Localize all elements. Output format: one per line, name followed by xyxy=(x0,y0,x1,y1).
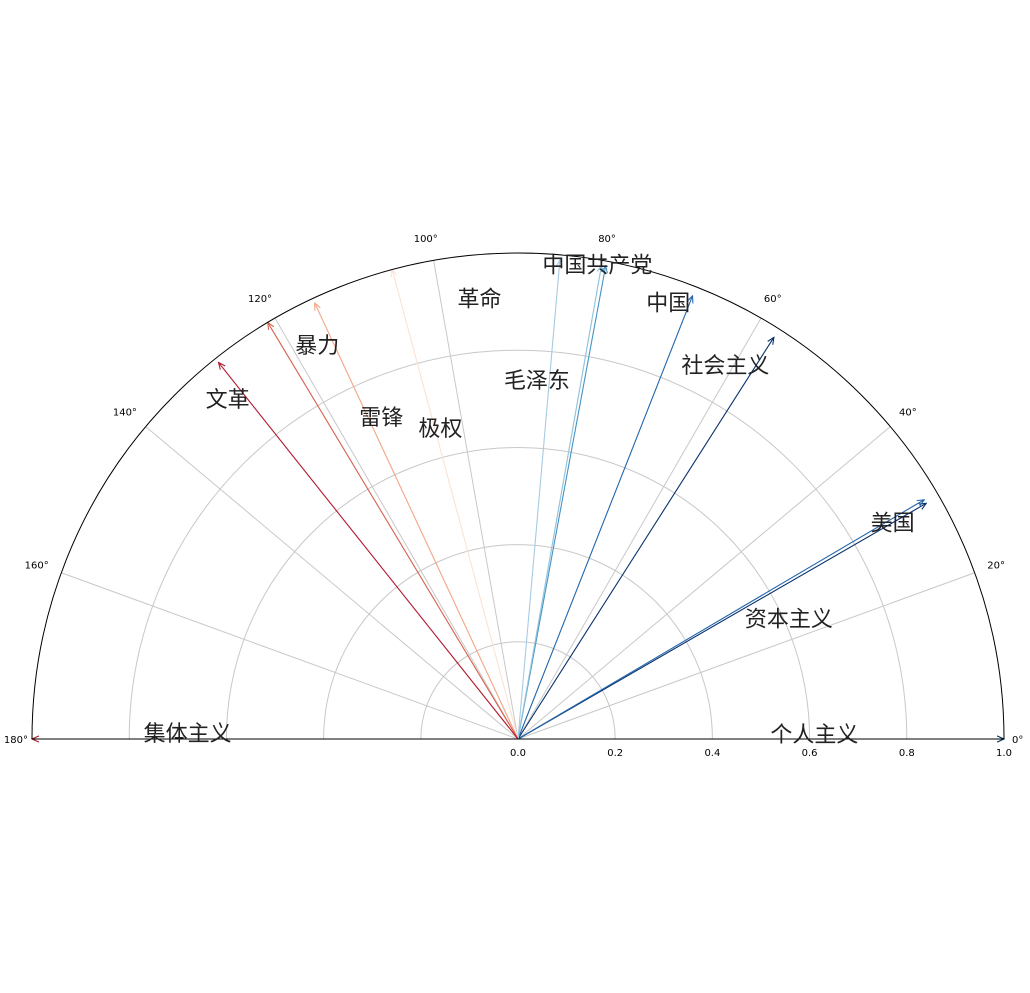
vector-arrow xyxy=(517,503,926,740)
angle-tick-label: 60° xyxy=(764,294,782,305)
angle-tick-label: 120° xyxy=(248,294,272,305)
angular-gridline xyxy=(274,317,519,740)
word-label: 极权 xyxy=(418,417,462,442)
vector-arrow xyxy=(517,265,602,740)
angle-tick-label: 140° xyxy=(113,408,137,419)
radius-tick-label: 0.4 xyxy=(704,748,720,759)
word-label: 中国共产党 xyxy=(542,253,652,278)
word-label: 资本主义 xyxy=(745,607,833,632)
angle-tick-label: 180° xyxy=(4,735,28,746)
radial-gridline xyxy=(128,349,908,740)
radial-gridline xyxy=(225,446,811,740)
radial-gridlines xyxy=(128,349,908,740)
vector-arrow xyxy=(517,260,560,740)
angular-gridline xyxy=(61,572,519,740)
vector-arrow xyxy=(517,296,693,740)
angle-tick-label: 0° xyxy=(1012,735,1023,746)
word-label: 集体主义 xyxy=(144,722,232,747)
angle-tick-label: 160° xyxy=(25,560,49,571)
angle-tick-labels: 0° 20° 40° 60° 80° 100° 120° 140° 160° 180° xyxy=(4,234,1023,746)
vector-arrow xyxy=(268,322,519,740)
word-label: 中国 xyxy=(646,291,690,316)
radius-tick-label: 0.0 xyxy=(510,748,526,759)
outer-arc xyxy=(31,252,1005,740)
radius-tick-labels: 0.0 0.2 0.4 0.6 0.8 1.0 xyxy=(510,748,1012,759)
word-label: 革命 xyxy=(457,287,501,312)
angular-gridline xyxy=(433,260,519,740)
angle-tick-label: 100° xyxy=(414,234,438,245)
word-label: 暴力 xyxy=(295,334,339,359)
angle-tick-label: 40° xyxy=(899,408,917,419)
vector-arrow xyxy=(218,362,519,740)
radial-gridline xyxy=(420,641,616,740)
vector-series xyxy=(32,260,1004,739)
radius-tick-label: 0.6 xyxy=(802,748,818,759)
vector-arrow xyxy=(517,500,924,740)
vector-arrow xyxy=(392,270,519,740)
word-label: 社会主义 xyxy=(681,354,769,379)
angular-gridline xyxy=(517,572,975,740)
angle-tick-label: 20° xyxy=(987,560,1005,571)
angular-gridline xyxy=(145,426,519,740)
word-label: 毛泽东 xyxy=(504,369,570,394)
angular-gridline xyxy=(517,317,762,740)
word-label: 个人主义 xyxy=(770,723,858,748)
plot-outline xyxy=(31,252,1005,740)
angle-tick-label: 80° xyxy=(598,234,616,245)
vector-arrow xyxy=(517,266,606,740)
word-label: 美国 xyxy=(871,512,915,537)
radius-tick-label: 1.0 xyxy=(996,748,1012,759)
word-label: 文革 xyxy=(206,388,250,413)
radial-gridline xyxy=(323,544,713,740)
angular-gridline xyxy=(517,426,891,740)
word-label: 雷锋 xyxy=(359,406,403,431)
vector-arrow xyxy=(517,337,774,740)
angular-gridlines xyxy=(61,260,975,740)
radius-tick-label: 0.8 xyxy=(899,748,915,759)
vector-arrow xyxy=(315,303,519,740)
radius-tick-label: 0.2 xyxy=(607,748,623,759)
